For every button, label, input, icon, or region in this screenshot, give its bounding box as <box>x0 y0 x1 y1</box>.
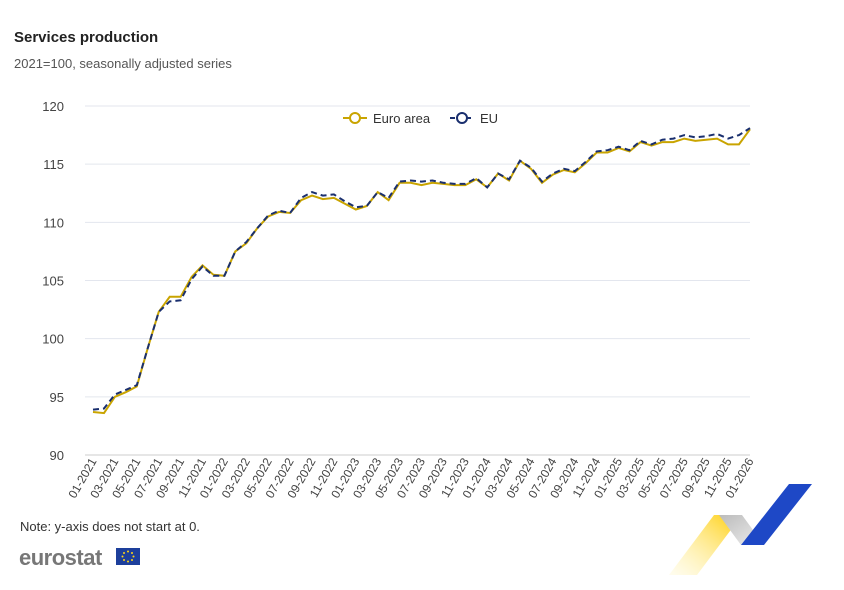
legend-item-euro-area[interactable]: Euro area <box>343 111 431 126</box>
series-line-euro-area <box>92 128 751 415</box>
chart-title: Services production <box>14 29 159 46</box>
line-chart: 909510010511011512001-202103-202105-2021… <box>42 99 756 501</box>
y-tick-label: 95 <box>50 390 64 405</box>
y-tick-label: 90 <box>50 448 64 463</box>
euro-area-marker-icon <box>349 112 361 124</box>
series-line-eu <box>92 127 751 411</box>
axis-note: Note: y-axis does not start at 0. <box>20 519 200 534</box>
eu-marker-icon <box>456 112 468 124</box>
chart-subtitle: 2021=100, seasonally adjusted series <box>14 56 232 71</box>
y-tick-label: 100 <box>42 332 64 347</box>
legend[interactable]: Euro area EU <box>343 111 498 126</box>
y-tick-label: 120 <box>42 99 64 114</box>
y-tick-label: 105 <box>42 274 64 289</box>
ribbon-decoration-icon <box>669 484 812 575</box>
y-tick-label: 110 <box>43 215 64 230</box>
legend-label: EU <box>480 111 498 126</box>
legend-item-eu[interactable]: EU <box>450 111 498 126</box>
y-tick-label: 115 <box>43 157 64 172</box>
legend-label: Euro area <box>373 111 431 126</box>
eurostat-logo: eurostat <box>19 545 102 570</box>
eu-flag-icon <box>116 548 140 565</box>
